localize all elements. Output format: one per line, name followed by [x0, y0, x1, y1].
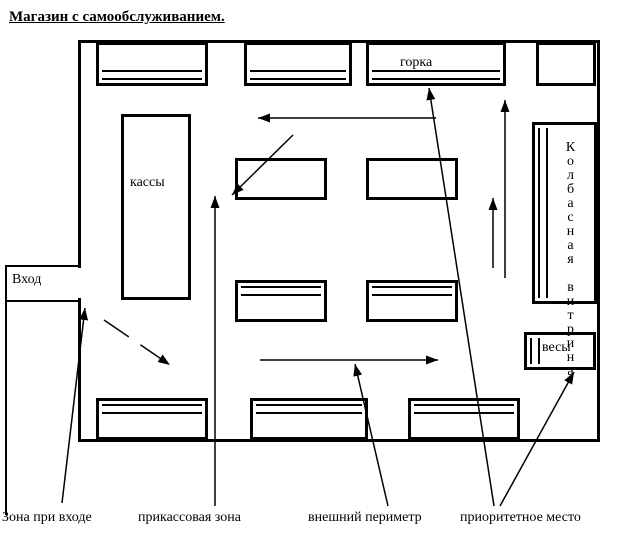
shelf-mid-1: [235, 158, 327, 200]
shelf-mid-2: [366, 158, 458, 200]
shelf-midlow-2: [366, 280, 458, 322]
legend-checkout-zone: прикассовая зона: [138, 510, 241, 526]
shelf-bot-3: [408, 398, 520, 440]
legend-priority-spot: приоритетное место: [460, 510, 581, 526]
entrance-gap: [76, 268, 82, 298]
shelf-top-gorka: [366, 42, 506, 86]
page-title: Магазин с самообслуживанием.: [9, 9, 225, 26]
legend-zone-entrance: Зона при входе: [2, 510, 92, 526]
entrance-line-top: [5, 265, 81, 267]
shelf-bot-2: [250, 398, 368, 440]
shelf-bot-1: [96, 398, 208, 440]
label-kassy: кассы: [130, 175, 165, 191]
legend-outer-perimeter: внешний периметр: [308, 510, 422, 526]
label-vesy: весы: [542, 340, 571, 356]
shelf-top-2: [244, 42, 352, 86]
entrance-left-cap: [5, 265, 7, 515]
entrance-line-bottom: [5, 300, 81, 302]
label-entrance: Вход: [12, 272, 41, 288]
shelf-top-1: [96, 42, 208, 86]
shelf-midlow-1: [235, 280, 327, 322]
shelf-top-right-corner: [536, 42, 596, 86]
label-gorka: горка: [400, 55, 432, 71]
checkout-kassy: [121, 114, 191, 300]
